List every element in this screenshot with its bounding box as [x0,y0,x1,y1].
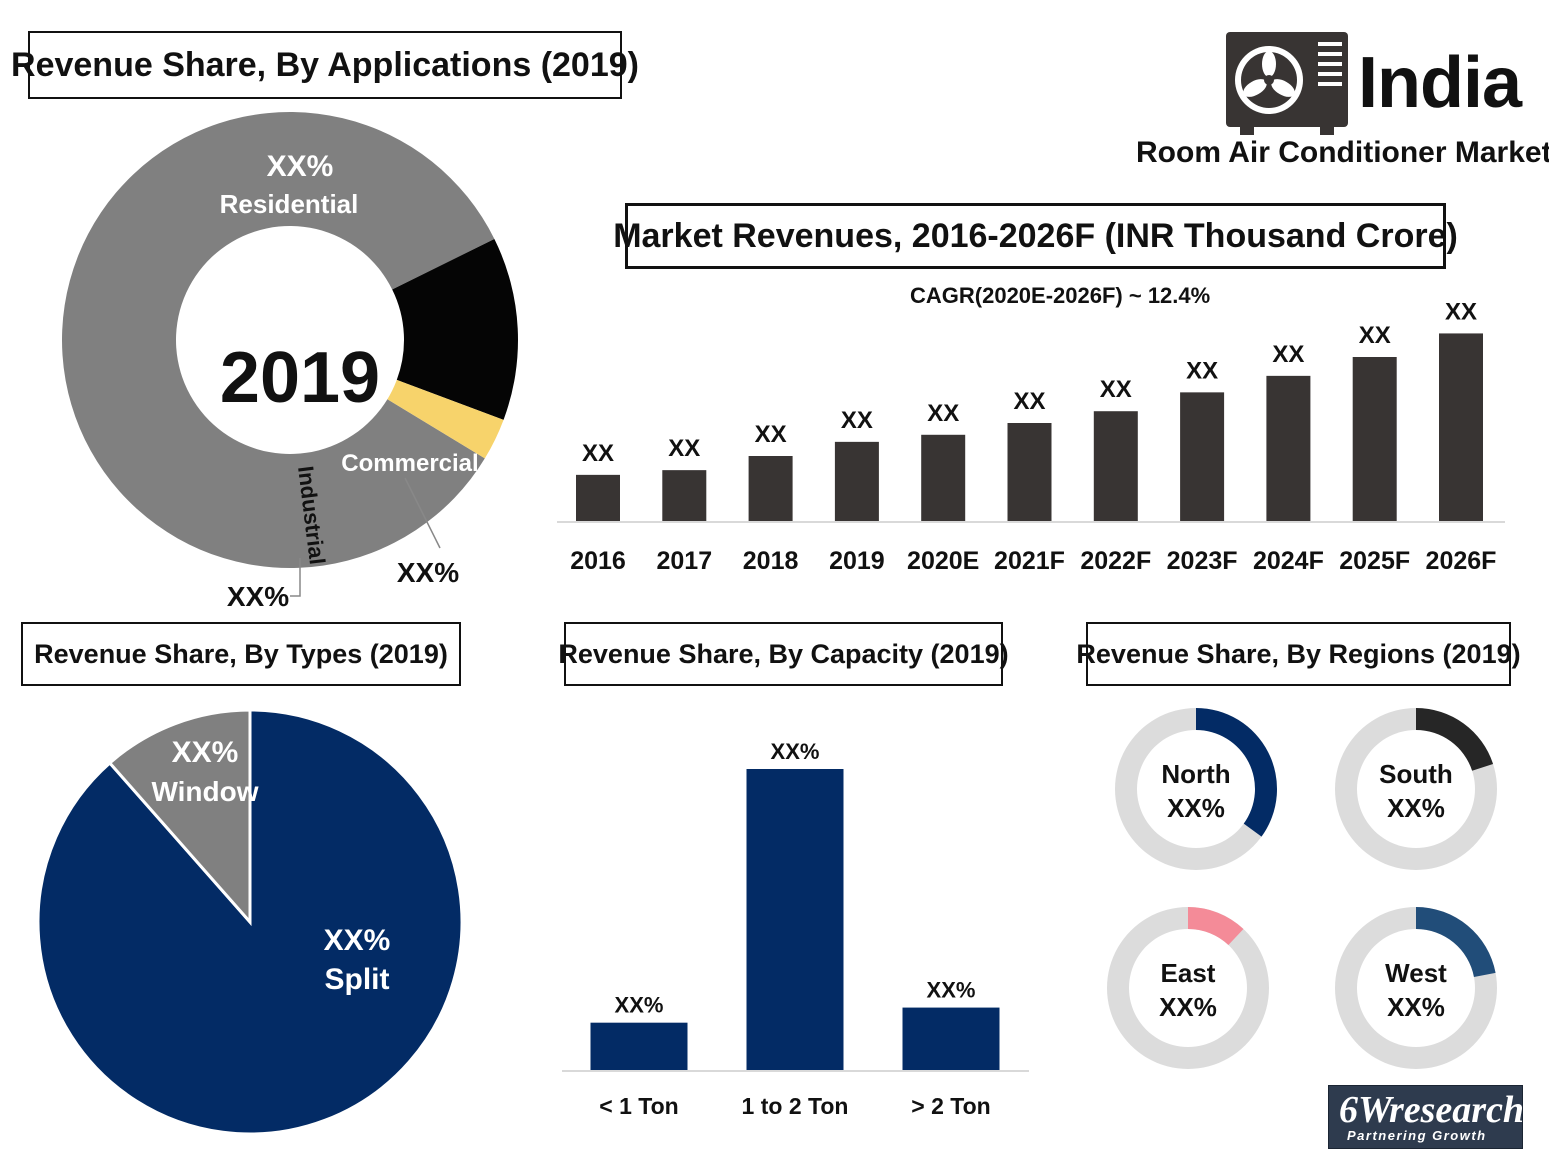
logo-country-text: India [1358,43,1522,123]
revenues-bar-chart: XX 2016 XX 2017 XX 2018 XX 2019 XX 2020E XX 2021F XX… [570,298,1496,575]
revenue-data-label: XX [841,407,873,434]
capacity-tick-label: 1 to 2 Ton [742,1093,849,1119]
types-chart-title: Revenue Share, By Types (2019) [21,622,461,686]
window-name-label: Window [151,776,258,807]
revenue-tick-label: 2025F [1339,547,1410,575]
commercial-value-label: XX% [397,557,459,588]
revenue-tick-label: 2021F [994,547,1065,575]
capacity-tick-label: > 2 Ton [911,1093,990,1119]
pie-slice-commercial [392,238,518,420]
revenue-bar-2018 [748,456,793,522]
capacity-data-label: XX% [927,978,976,1003]
brand-name: 6Wresearch [1339,1089,1525,1131]
applications-chart-title: Revenue Share, By Applications (2019) [11,31,639,99]
region-donut-slice-east [1188,907,1244,945]
revenue-bar-2024F [1266,375,1311,522]
brand-tagline: Partnering Growth [1347,1128,1487,1143]
capacity-bar [902,1007,1000,1071]
regions-chart-title: Revenue Share, By Regions (2019) [1076,622,1521,686]
capacity-bar [746,769,844,1071]
cagr-annotation: CAGR(2020E-2026F) ~ 12.4% [910,283,1211,308]
revenue-tick-label: 2026F [1426,547,1497,575]
regions-donut-charts: North XX% South XX% East XX% West XX% [1107,708,1498,1069]
capacity-data-label: XX% [771,739,820,764]
revenue-data-label: XX [668,435,700,462]
residential-value-label: XX% [267,150,334,183]
capacity-tick-label: < 1 Ton [599,1093,678,1119]
revenue-bar-2023F [1180,392,1225,522]
pie-slice-residential [61,112,495,569]
pie-slice-split [36,708,464,1136]
residential-name-label: Residential [220,189,359,219]
region-donut-slice-west [1416,907,1496,977]
region-value-label: XX% [1387,793,1445,823]
revenue-tick-label: 2016 [570,547,626,575]
region-donut-track [1107,907,1269,1069]
applications-center-label: 2019 [220,338,380,418]
pie-slice-window [107,708,252,926]
region-name-label: West [1385,958,1447,988]
revenue-tick-label: 2022F [1080,547,1151,575]
capacity-bar-chart: XX% < 1 Ton XX% 1 to 2 Ton XX% > 2 Ton [590,739,1000,1119]
revenue-bar-2017 [662,470,707,522]
pie-slice-industrial [387,379,504,459]
revenue-bar-2019 [834,441,879,522]
industrial-leader-line [290,558,301,597]
capacity-chart-title: Revenue Share, By Capacity (2019) [558,622,1009,686]
revenue-bar-2026F [1439,333,1483,522]
revenue-data-label: XX [1186,357,1218,384]
region-value-label: XX% [1159,992,1217,1022]
region-name-label: East [1161,958,1216,988]
revenue-bar-2022F [1093,411,1138,522]
revenue-data-label: XX [755,421,787,448]
capacity-bar [590,1022,688,1071]
revenue-tick-label: 2019 [829,547,885,575]
split-value-label: XX% [324,924,391,957]
revenue-data-label: XX [927,400,959,427]
revenue-tick-label: 2018 [743,547,799,575]
revenue-tick-label: 2023F [1167,547,1238,575]
industrial-value-label: XX% [227,581,289,612]
revenue-bar-2025F [1352,357,1397,522]
applications-donut-chart: 2019 XX% Residential Commercial XX% Indu… [61,112,518,612]
region-value-label: XX% [1167,793,1225,823]
region-value-label: XX% [1387,992,1445,1022]
window-value-label: XX% [172,736,239,769]
region-name-label: North [1161,759,1230,789]
revenue-data-label: XX [1100,376,1132,403]
logo-subtitle-text: Room Air Conditioner Market [1136,136,1549,169]
revenue-data-label: XX [1359,322,1391,349]
revenue-data-label: XX [582,440,614,467]
region-donut-slice-north [1196,708,1277,837]
revenue-data-label: XX [1445,298,1477,325]
types-pie-chart: XX% Window XX% Split [36,708,464,1136]
revenue-bar-2021F [1007,423,1052,522]
revenue-tick-label: 2017 [656,547,712,575]
split-name-label: Split [325,963,390,996]
commercial-name-label: Commercial [341,450,478,477]
capacity-data-label: XX% [615,993,664,1018]
region-name-label: South [1379,759,1453,789]
revenue-data-label: XX [1013,388,1045,415]
revenue-data-label: XX [1272,341,1304,368]
revenue-tick-label: 2024F [1253,547,1324,575]
revenue-bar-2016 [576,474,620,522]
commercial-leader-line [404,477,441,549]
region-donut-slice-south [1416,708,1494,771]
revenue-bar-2020E [921,434,966,522]
revenue-tick-label: 2020E [907,547,979,575]
brand-logo: 6Wresearch Partnering Growth [1328,1085,1525,1149]
revenues-chart-title: Market Revenues, 2016-2026F (INR Thousan… [613,203,1458,269]
